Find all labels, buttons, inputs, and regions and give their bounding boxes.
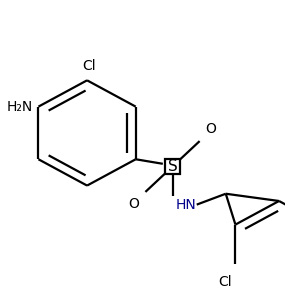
FancyBboxPatch shape <box>165 159 180 174</box>
Text: H₂N: H₂N <box>6 100 33 114</box>
Text: S: S <box>168 159 177 174</box>
Text: Cl: Cl <box>82 59 96 73</box>
Text: O: O <box>129 197 140 211</box>
Text: O: O <box>205 122 216 136</box>
Text: Cl: Cl <box>218 275 232 289</box>
Text: HN: HN <box>175 198 196 212</box>
